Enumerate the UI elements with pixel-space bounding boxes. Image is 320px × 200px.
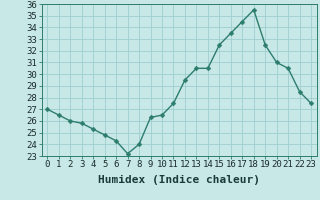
X-axis label: Humidex (Indice chaleur): Humidex (Indice chaleur) <box>98 175 260 185</box>
